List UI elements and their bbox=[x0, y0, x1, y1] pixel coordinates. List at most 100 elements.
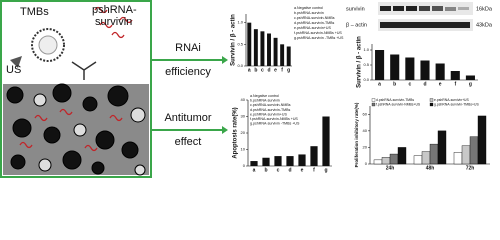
arrow-head bbox=[222, 126, 228, 134]
x-tick-label: g bbox=[287, 67, 290, 73]
bar bbox=[389, 153, 399, 165]
blot-size: 16kDa bbox=[476, 6, 493, 12]
legend-entry: b.pshRNA-survivin bbox=[250, 99, 280, 103]
label-antitumor: Antitumor bbox=[164, 112, 211, 124]
legend-swatch bbox=[429, 98, 434, 102]
x-tick-label: g bbox=[469, 81, 472, 87]
bar bbox=[298, 154, 306, 166]
y-axis-label: Survivin / β - actin bbox=[231, 14, 237, 66]
x-tick-label: d bbox=[267, 67, 270, 73]
x-tick-label: d bbox=[423, 81, 426, 87]
bar bbox=[273, 37, 278, 66]
y-tick-label: 20 bbox=[241, 130, 246, 135]
legend-entry: d.pshRNA-survivin-TMBs bbox=[294, 21, 335, 25]
label-efficiency: efficiency bbox=[165, 66, 211, 78]
x-tick-label: f bbox=[313, 167, 315, 173]
x-tick-label: a bbox=[253, 167, 256, 173]
y-tick-label: 1.0 bbox=[363, 47, 369, 52]
legend-entry: d.pshRNA-survivin-TMBs bbox=[376, 98, 414, 102]
bar bbox=[450, 71, 460, 80]
x-tick-label: 48h bbox=[426, 165, 435, 171]
y-tick-label: 1.0 bbox=[237, 20, 243, 25]
y-tick-label: 20 bbox=[363, 144, 368, 149]
blot-label: β – actin bbox=[346, 22, 367, 28]
bar bbox=[286, 156, 294, 166]
y-axis-label: Apoptosis rate(%) bbox=[233, 107, 239, 158]
bar bbox=[381, 157, 391, 165]
legend-entry: a.Negative control bbox=[294, 6, 323, 10]
bar bbox=[477, 115, 487, 165]
legend-entry: f.pshRNA-survivin-NMBs+US bbox=[376, 102, 421, 106]
bar bbox=[253, 29, 258, 67]
x-tick-label: f bbox=[454, 81, 456, 87]
bar bbox=[267, 33, 271, 66]
bar bbox=[390, 54, 400, 80]
bar bbox=[421, 151, 431, 165]
shrna-strands bbox=[19, 6, 133, 152]
x-tick-label: b bbox=[264, 167, 267, 173]
x-tick-label: b bbox=[254, 67, 257, 73]
legend-entry: b.pshRNA-survivin bbox=[294, 11, 324, 15]
y-tick-label: 0.5 bbox=[237, 41, 243, 46]
bar bbox=[286, 46, 291, 66]
legend-entry: f.pshRNA-survivin-NMBs +US bbox=[250, 117, 298, 121]
bar bbox=[465, 75, 475, 80]
bar bbox=[420, 60, 430, 80]
y-tick-label: 0 bbox=[365, 161, 368, 166]
micrograph-bubbles bbox=[6, 83, 146, 176]
legend-entry: g.pshRNA-survivin -TMBs +US bbox=[250, 122, 300, 126]
y-tick-label: 0.0 bbox=[237, 63, 243, 68]
bar bbox=[260, 31, 265, 66]
label-tmbs: TMBs bbox=[20, 6, 49, 18]
legend-entry: g.pshRNA-survivin-TMBs+US bbox=[434, 102, 479, 106]
bar bbox=[250, 161, 258, 166]
x-tick-label: c bbox=[408, 81, 411, 87]
y-axis-label: Survivin / β - actin bbox=[357, 36, 363, 88]
x-tick-label: e bbox=[439, 81, 442, 87]
tmb-bubble bbox=[31, 28, 65, 62]
blot-bands bbox=[380, 6, 470, 28]
bar bbox=[429, 143, 439, 165]
legend-entry: a.Negative control bbox=[250, 94, 279, 98]
y-tick-label: 30 bbox=[241, 114, 246, 119]
bar bbox=[373, 159, 383, 165]
bar bbox=[310, 146, 318, 166]
x-tick-label: 24h bbox=[386, 165, 395, 171]
legend-swatch bbox=[429, 102, 434, 107]
bar bbox=[375, 50, 385, 80]
label-us: US bbox=[6, 64, 21, 76]
x-tick-label: c bbox=[261, 67, 264, 73]
bar bbox=[453, 152, 463, 165]
bar bbox=[413, 155, 423, 165]
bar bbox=[469, 136, 479, 165]
graphical-abstract: TMBs pshRNA- survivin US RNAi efficiency… bbox=[0, 0, 493, 178]
legend-entry: c.pshRNA-survivin-NMBs bbox=[250, 103, 291, 107]
us-probe bbox=[10, 56, 22, 68]
x-tick-label: b bbox=[393, 81, 396, 87]
x-tick-label: 72h bbox=[466, 165, 475, 171]
legend-entry: d.pshRNA-survivin-TMBs bbox=[250, 108, 291, 112]
bar bbox=[461, 145, 471, 165]
x-tick-label: e bbox=[274, 67, 277, 73]
y-tick-label: 0 bbox=[243, 163, 246, 168]
y-tick-label: 10 bbox=[241, 147, 246, 152]
blot-label: survivin bbox=[346, 6, 365, 12]
legend-entry: e.pshRNA-survivin+US bbox=[250, 112, 287, 116]
bar bbox=[322, 116, 330, 166]
legend-entry: e.pshRNA-survivin+US bbox=[294, 26, 331, 30]
x-tick-label: e bbox=[301, 167, 304, 173]
bar bbox=[274, 156, 282, 166]
x-tick-label: c bbox=[277, 167, 280, 173]
x-tick-label: d bbox=[288, 167, 291, 173]
y-tick-label: 0.0 bbox=[363, 77, 369, 82]
label-effect: effect bbox=[175, 136, 202, 148]
bar bbox=[437, 130, 447, 165]
legend-entry: c.pshRNA-survivin-NMBs bbox=[294, 16, 335, 20]
y-tick-label: 0.5 bbox=[363, 62, 369, 67]
legend-swatch bbox=[371, 98, 376, 102]
y-tick-label: 40 bbox=[363, 128, 368, 133]
bar bbox=[247, 22, 252, 67]
bar bbox=[280, 44, 285, 66]
label-pshrna: pshRNA- bbox=[92, 4, 137, 16]
y-axis-label: Proliferation inhibitory rate(%) bbox=[354, 102, 359, 167]
